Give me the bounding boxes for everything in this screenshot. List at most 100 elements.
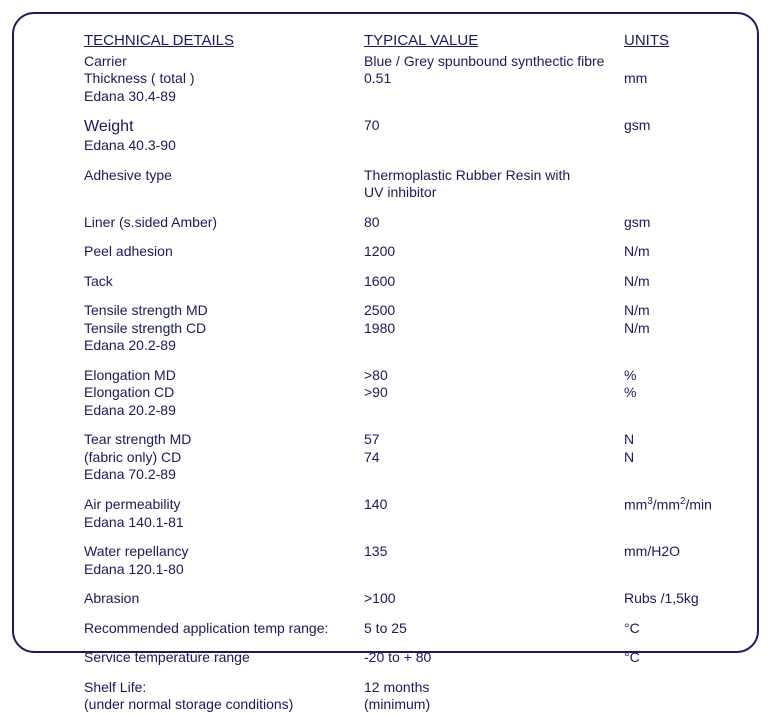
- spec-unit: N/m: [624, 320, 717, 338]
- spec-value: 70: [364, 117, 624, 135]
- spec-detail: Air permeability: [84, 496, 364, 514]
- spec-unit: °C: [624, 649, 717, 667]
- spec-detail: Tear strength MD: [84, 431, 364, 449]
- spec-detail: Thickness ( total ): [84, 70, 364, 88]
- spec-detail: Recommended application temp range:: [84, 620, 364, 638]
- spec-value: 57: [364, 431, 624, 449]
- spec-group: Elongation MD>80%Elongation CD>90%Edana …: [84, 367, 717, 420]
- spec-detail: Tensile strength MD: [84, 302, 364, 320]
- spec-detail: Edana 40.3-90: [84, 137, 364, 155]
- spec-row: Edana 30.4-89: [84, 88, 717, 106]
- spec-row: (under normal storage conditions)(minimu…: [84, 696, 717, 714]
- spec-row: Tensile strength MD2500N/m: [84, 302, 717, 320]
- spec-unit: N: [624, 431, 717, 449]
- spec-detail: (under normal storage conditions): [84, 696, 364, 714]
- spec-detail: Edana 20.2-89: [84, 402, 364, 420]
- spec-card: TECHNICAL DETAILS TYPICAL VALUE UNITS Ca…: [12, 12, 759, 653]
- spec-value: >90: [364, 384, 624, 402]
- spec-unit: mm3/mm2/min: [624, 496, 717, 514]
- spec-unit: Rubs /1,5kg: [624, 590, 717, 608]
- spec-row: Elongation MD>80%: [84, 367, 717, 385]
- spec-group: Weight70gsmEdana 40.3-90: [84, 117, 717, 155]
- spec-value: 1200: [364, 243, 624, 261]
- spec-detail: Edana 30.4-89: [84, 88, 364, 106]
- spec-value: 1600: [364, 273, 624, 291]
- spec-unit: gsm: [624, 214, 717, 232]
- spec-detail: Edana 120.1-80: [84, 561, 364, 579]
- spec-detail: Carrier: [84, 53, 364, 71]
- spec-value: 2500: [364, 302, 624, 320]
- spec-value: 5 to 25: [364, 620, 624, 638]
- spec-value: 140: [364, 496, 624, 514]
- spec-detail: (fabric only) CD: [84, 449, 364, 467]
- spec-unit: N/m: [624, 273, 717, 291]
- spec-unit: %: [624, 367, 717, 385]
- spec-row: Peel adhesion1200N/m: [84, 243, 717, 261]
- spec-row: Tack1600N/m: [84, 273, 717, 291]
- spec-group: Adhesive typeThermoplastic Rubber Resin …: [84, 167, 717, 202]
- spec-row: Tensile strength CD1980N/m: [84, 320, 717, 338]
- spec-group: Tear strength MD57N(fabric only) CD74N Ed…: [84, 431, 717, 484]
- spec-row: Edana 20.2-89: [84, 337, 717, 355]
- spec-row: Thickness ( total )0.51mm: [84, 70, 717, 88]
- spec-detail: Tensile strength CD: [84, 320, 364, 338]
- spec-value: Thermoplastic Rubber Resin with: [364, 167, 624, 185]
- spec-row: Adhesive typeThermoplastic Rubber Resin …: [84, 167, 717, 185]
- spec-group: Air permeability140mm3/mm2/minEdana 140.…: [84, 496, 717, 532]
- spec-value: 12 months: [364, 679, 624, 697]
- spec-row: Edana 120.1-80: [84, 561, 717, 579]
- spec-row: Tear strength MD57N: [84, 431, 717, 449]
- header-row: TECHNICAL DETAILS TYPICAL VALUE UNITS: [84, 32, 717, 51]
- header-units: UNITS: [624, 32, 669, 49]
- spec-value: Blue / Grey spunbound synthectic fibre: [364, 53, 624, 71]
- spec-detail: Service temperature range: [84, 649, 364, 667]
- spec-row: Recommended application temp range:5 to …: [84, 620, 717, 638]
- spec-row: Weight70gsm: [84, 117, 717, 137]
- spec-group: Service temperature range-20 to + 80°C: [84, 649, 717, 667]
- spec-row: Elongation CD>90%: [84, 384, 717, 402]
- spec-row: Water repellancy135mm/H2O: [84, 543, 717, 561]
- spec-unit: °C: [624, 620, 717, 638]
- spec-groups: CarrierBlue / Grey spunbound synthectic …: [84, 53, 717, 714]
- spec-value: 74: [364, 449, 624, 467]
- spec-detail: Edana 70.2-89: [84, 466, 364, 484]
- spec-row: Liner (s.sided Amber)80gsm: [84, 214, 717, 232]
- spec-detail: Adhesive type: [84, 167, 364, 185]
- spec-detail: Water repellancy: [84, 543, 364, 561]
- spec-value: 1980: [364, 320, 624, 338]
- spec-value: 135: [364, 543, 624, 561]
- spec-row: Edana 140.1-81: [84, 514, 717, 532]
- header-detail: TECHNICAL DETAILS: [84, 32, 234, 49]
- spec-group: Recommended application temp range:5 to …: [84, 620, 717, 638]
- spec-unit: mm/H2O: [624, 543, 717, 561]
- spec-row: UV inhibitor: [84, 184, 717, 202]
- spec-row: Edana 40.3-90: [84, 137, 717, 155]
- spec-detail: Edana 140.1-81: [84, 514, 364, 532]
- header-value: TYPICAL VALUE: [364, 32, 478, 49]
- spec-detail: Peel adhesion: [84, 243, 364, 261]
- spec-row: Shelf Life:12 months: [84, 679, 717, 697]
- spec-row: Edana 20.2-89: [84, 402, 717, 420]
- spec-group: CarrierBlue / Grey spunbound synthectic …: [84, 53, 717, 106]
- spec-detail: Elongation MD: [84, 367, 364, 385]
- spec-value: >100: [364, 590, 624, 608]
- spec-detail: Tack: [84, 273, 364, 291]
- spec-row: CarrierBlue / Grey spunbound synthectic …: [84, 53, 717, 71]
- spec-row: Air permeability140mm3/mm2/min: [84, 496, 717, 514]
- spec-unit: N/m: [624, 243, 717, 261]
- spec-detail: Liner (s.sided Amber): [84, 214, 364, 232]
- spec-value: -20 to + 80: [364, 649, 624, 667]
- spec-group: Tensile strength MD2500N/mTensile streng…: [84, 302, 717, 355]
- spec-group: Abrasion>100Rubs /1,5kg: [84, 590, 717, 608]
- spec-detail: Edana 20.2-89: [84, 337, 364, 355]
- spec-row: Abrasion>100Rubs /1,5kg: [84, 590, 717, 608]
- spec-detail: Weight: [84, 117, 364, 137]
- spec-group: Peel adhesion1200N/m: [84, 243, 717, 261]
- spec-value: >80: [364, 367, 624, 385]
- spec-group: Shelf Life:12 months(under normal storag…: [84, 679, 717, 714]
- spec-group: Water repellancy135mm/H2OEdana 120.1-80: [84, 543, 717, 578]
- spec-unit: gsm: [624, 117, 717, 135]
- spec-value: (minimum): [364, 696, 624, 714]
- spec-row: Edana 70.2-89: [84, 466, 717, 484]
- spec-unit: %: [624, 384, 717, 402]
